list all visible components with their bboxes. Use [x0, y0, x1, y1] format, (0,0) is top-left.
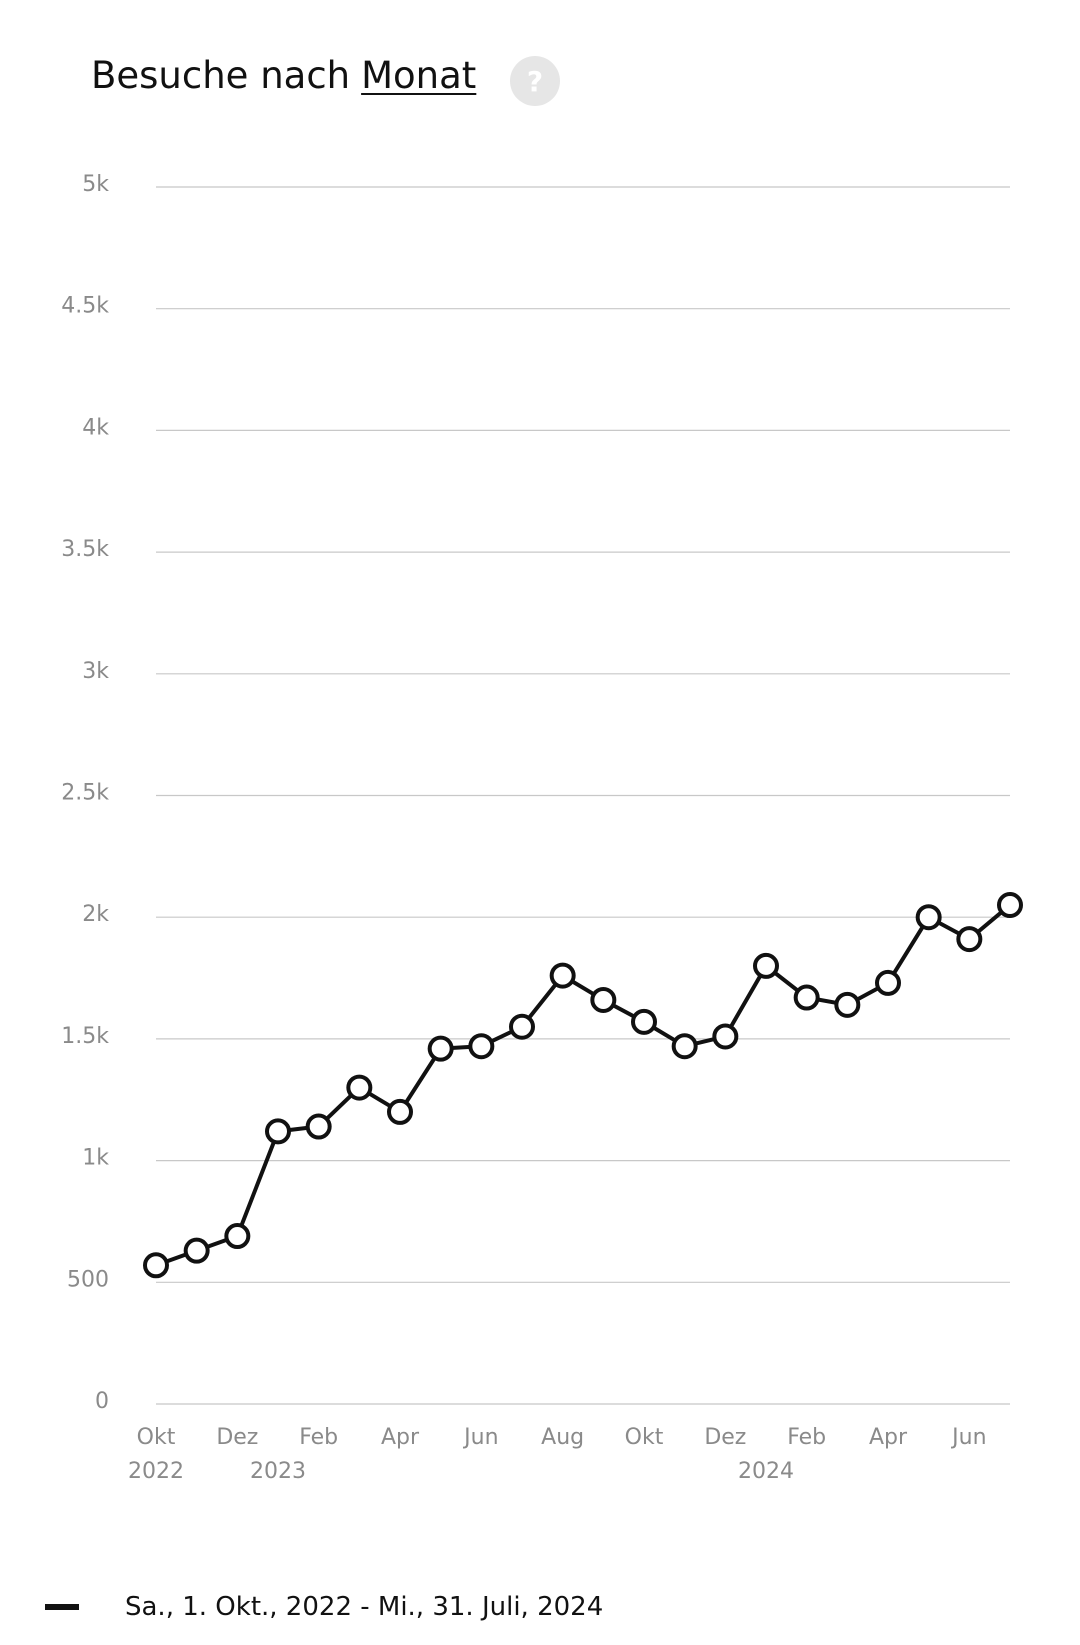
period-link[interactable]: Monat [361, 54, 477, 97]
x-tick-label: Jun [950, 1425, 986, 1450]
data-point [793, 984, 820, 1011]
y-tick-label: 5k [82, 172, 109, 197]
y-tick-label: 2.5k [61, 781, 109, 806]
y-tick-label: 3.5k [61, 537, 109, 562]
x-tick-label: Jun [462, 1425, 498, 1450]
x-tick-label: Dez [704, 1425, 746, 1450]
x-tick-label: Aug [541, 1425, 584, 1450]
data-point [956, 926, 983, 953]
x-year-label: 2023 [250, 1459, 306, 1484]
data-point [712, 1023, 739, 1050]
x-tick-label: Dez [216, 1425, 258, 1450]
data-point [346, 1074, 373, 1101]
data-point [387, 1098, 413, 1125]
legend-swatch [45, 1604, 79, 1610]
data-point [509, 1013, 535, 1040]
legend-label: Sa., 1. Okt., 2022 - Mi., 31. Juli, 2024 [125, 1592, 604, 1622]
data-point [427, 1035, 454, 1062]
data-point [671, 1033, 698, 1060]
data-point [305, 1113, 332, 1140]
y-tick-label: 4.5k [61, 294, 109, 319]
data-point [753, 952, 779, 979]
data-point [265, 1118, 291, 1145]
y-tick-label: 4k [82, 415, 109, 440]
data-point [875, 969, 901, 996]
y-tick-label: 2k [82, 902, 109, 927]
data-point [549, 962, 576, 989]
x-tick-label: Okt [625, 1425, 664, 1450]
data-point [915, 904, 942, 931]
data-point [224, 1223, 251, 1250]
chart-title: Besuche nach [91, 54, 351, 97]
x-tick-label: Feb [299, 1425, 338, 1450]
data-point [590, 986, 617, 1013]
x-tick-label: Feb [787, 1425, 826, 1450]
data-point [834, 991, 861, 1018]
chart: 0 500 1k 1.5k 2k 2.5k 3k 3.5k 4k 4.5k 5k Okt 2022 Dez… [61, 172, 1023, 1484]
data-point [183, 1237, 210, 1264]
y-tick-label: 1k [82, 1146, 109, 1171]
data-point [631, 1008, 657, 1035]
x-tick-label: Okt [137, 1425, 176, 1450]
x-year-label: 2024 [738, 1459, 794, 1484]
data-point [468, 1033, 495, 1060]
x-year-label: 2022 [128, 1459, 184, 1484]
data-point [143, 1252, 169, 1279]
x-tick-label: Apr [381, 1425, 420, 1450]
x-tick-label: Apr [869, 1425, 908, 1450]
data-point [997, 892, 1023, 919]
y-tick-label: 500 [67, 1267, 109, 1292]
help-icon[interactable]: ? [510, 56, 560, 106]
y-tick-label: 0 [95, 1389, 109, 1414]
chart-header: Besuche nach Monat [91, 54, 476, 97]
series-line [155, 903, 1012, 1268]
y-tick-label: 3k [82, 659, 109, 684]
y-tick-label: 1.5k [61, 1024, 109, 1049]
legend: Sa., 1. Okt., 2022 - Mi., 31. Juli, 2024 [45, 1592, 603, 1622]
